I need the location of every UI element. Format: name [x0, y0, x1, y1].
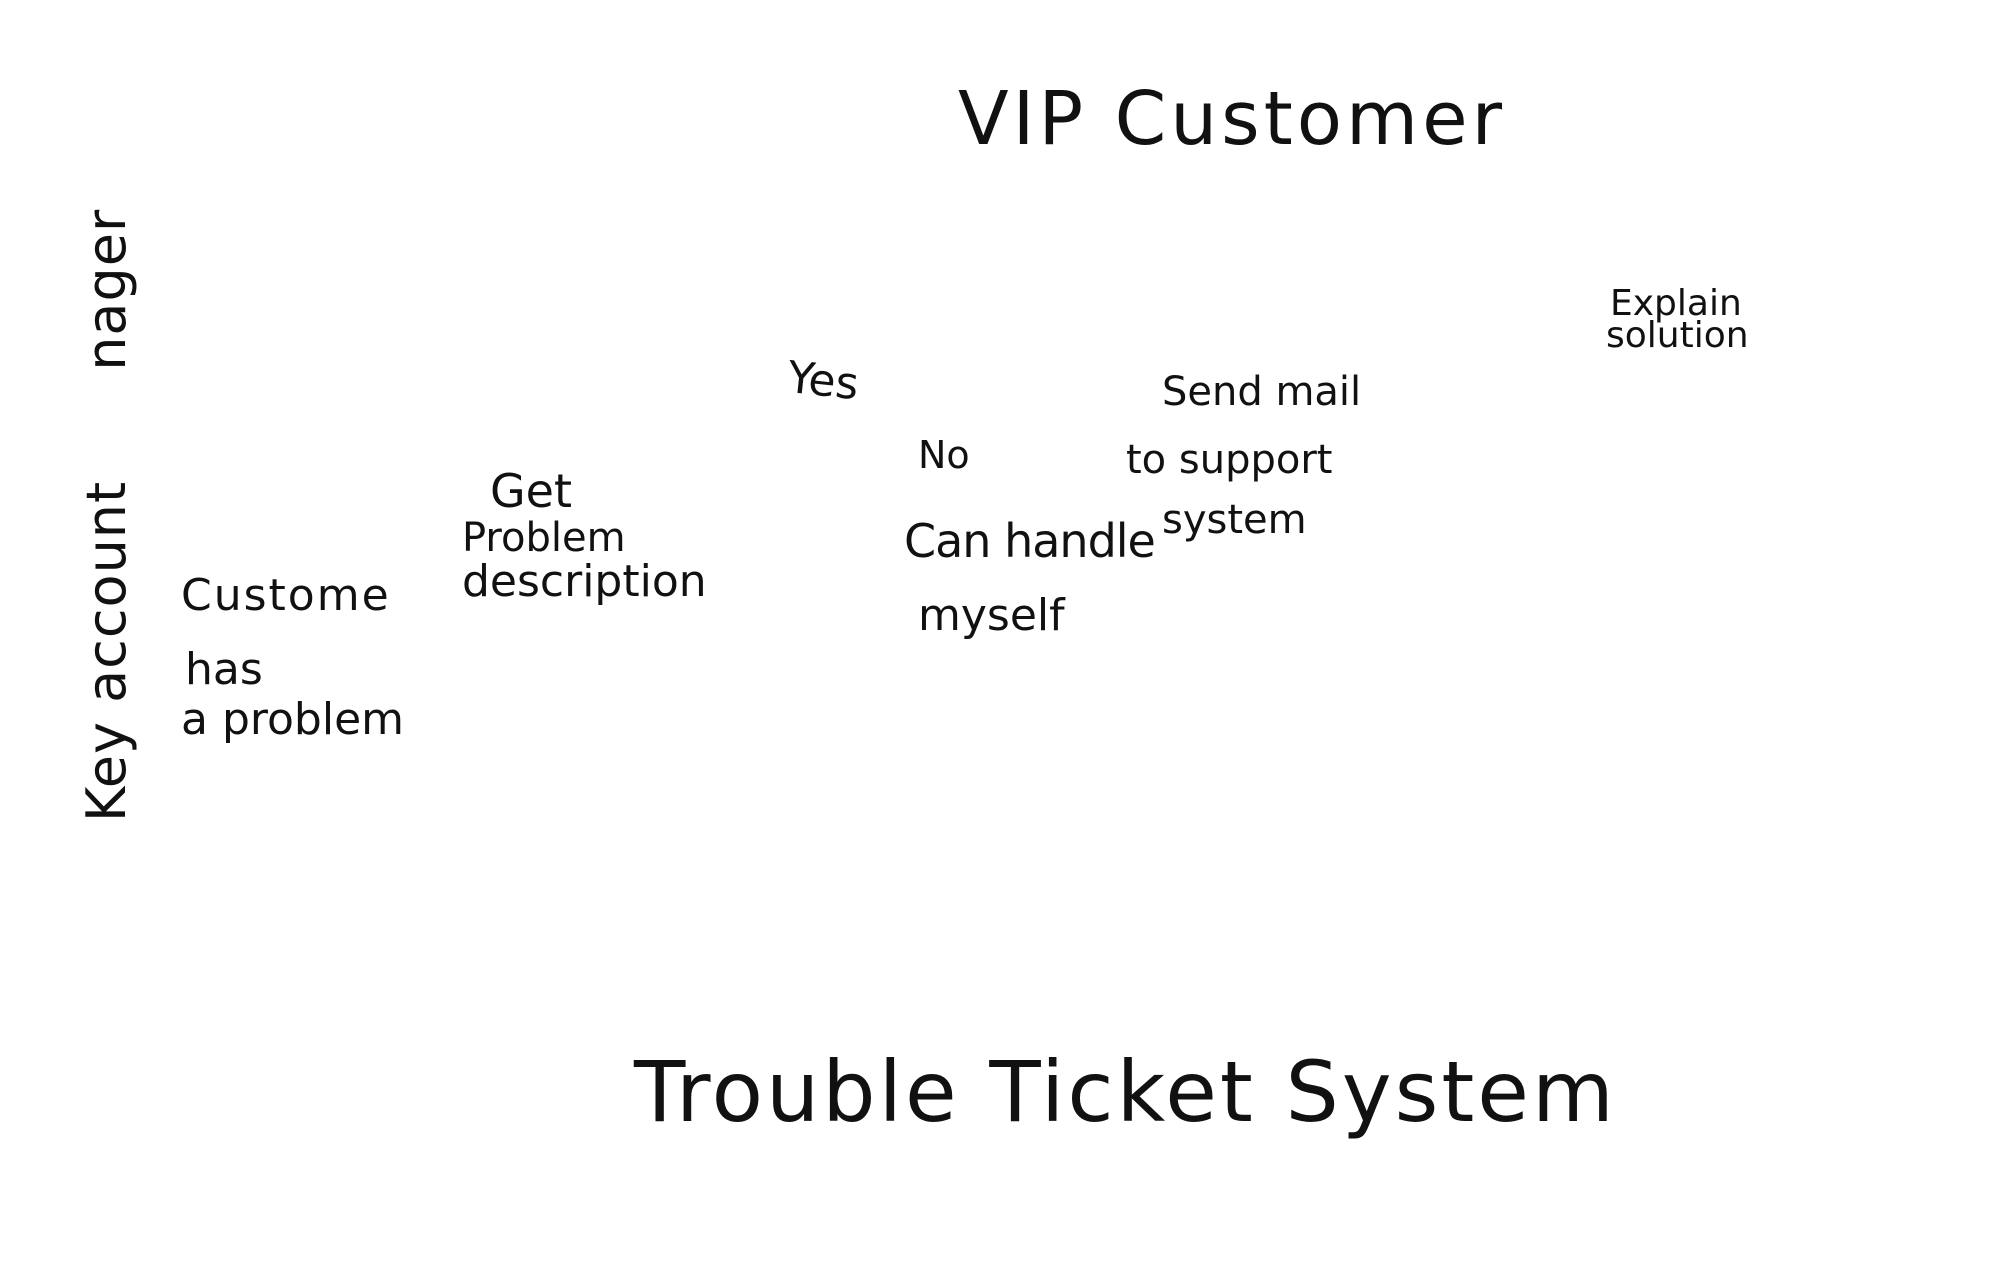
pool-title-vip-customer: VIP Customer — [958, 76, 1507, 162]
task-send-line3: system — [1162, 497, 1307, 543]
task-send-line2: to support — [1126, 437, 1333, 483]
task-get-line3: description — [462, 556, 707, 607]
start-node-line1: Custome — [181, 570, 391, 621]
lane-label-key-account-manager: Key account nager — [75, 209, 138, 822]
edge-label-no: No — [918, 433, 970, 477]
decision-line2: myself — [918, 590, 1065, 641]
lane-label-part2: nager — [75, 208, 138, 371]
task-explain-line1: Explain — [1610, 283, 1742, 324]
pool-title-trouble-ticket-system: Trouble Ticket System — [634, 1043, 1617, 1141]
task-explain-line2: solution — [1606, 315, 1749, 356]
task-get-line1: Get — [490, 464, 572, 518]
start-node-line2: has — [185, 644, 263, 695]
decision-line1: Can handle — [904, 514, 1156, 568]
task-send-line1: Send mail — [1162, 369, 1362, 415]
edge-label-yes: Yes — [785, 352, 862, 411]
lane-label-part1: Key account — [75, 480, 138, 822]
task-get-line2: Problem — [462, 515, 626, 561]
start-node-line3: a problem — [181, 694, 405, 745]
